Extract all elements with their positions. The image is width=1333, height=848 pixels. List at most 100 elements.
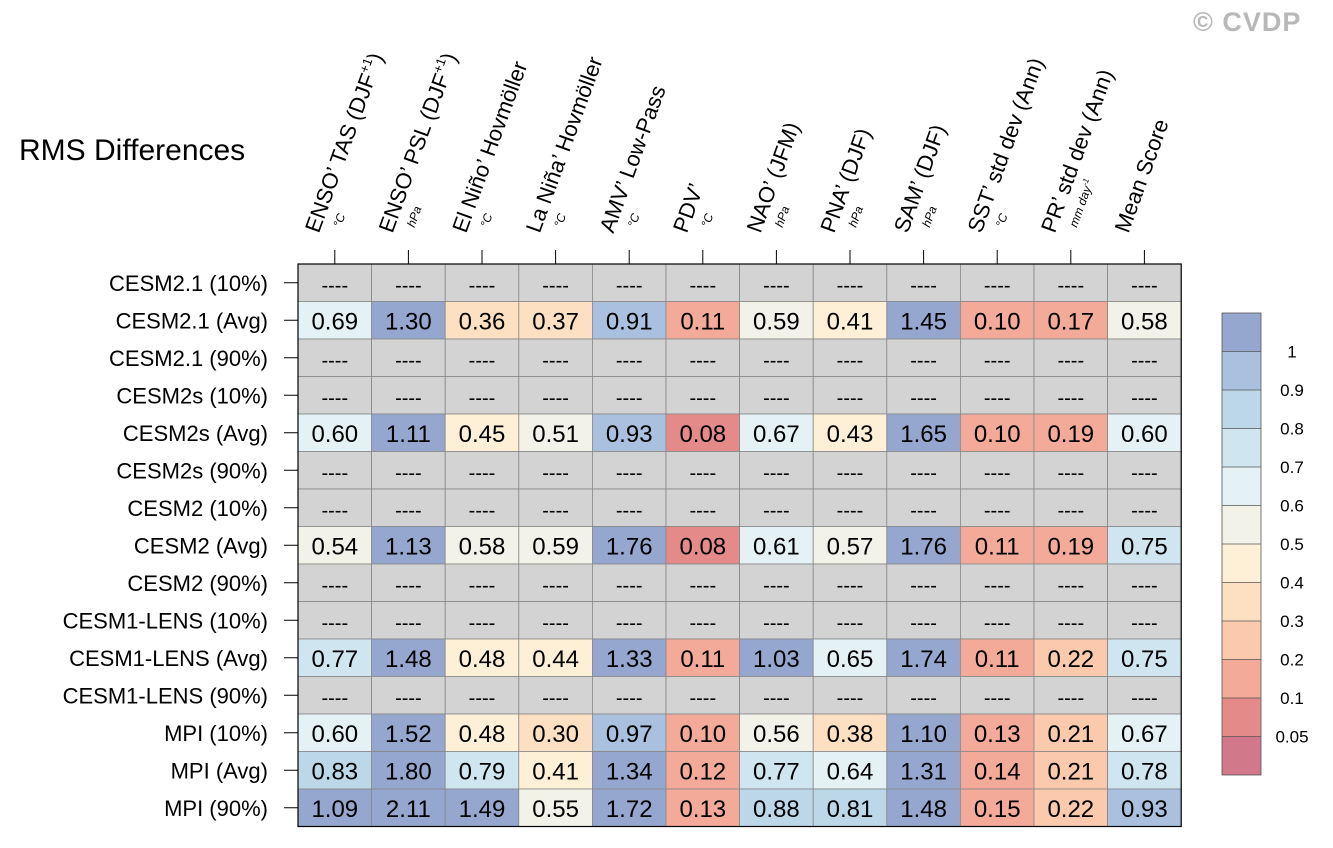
legend-swatch bbox=[1222, 467, 1261, 506]
cell-value: 0.51 bbox=[532, 421, 579, 448]
cell-value: ---- bbox=[395, 275, 422, 297]
cell-value: ---- bbox=[321, 575, 348, 597]
cell-value: 1.30 bbox=[385, 308, 432, 335]
heatmap-cell bbox=[1107, 451, 1182, 490]
legend-swatch bbox=[1222, 313, 1261, 352]
heatmap-cell bbox=[592, 788, 667, 827]
heatmap-cell bbox=[960, 638, 1035, 677]
heatmap-cell bbox=[886, 488, 961, 527]
legend-swatch bbox=[1222, 698, 1261, 737]
heatmap-cell bbox=[518, 526, 593, 565]
column-label: SAM’ (DJF) bbox=[889, 121, 951, 236]
legend-label: 0.8 bbox=[1280, 420, 1304, 439]
heatmap-cell bbox=[1107, 338, 1182, 377]
cell-value: 0.11 bbox=[680, 646, 725, 673]
cell-value: 0.65 bbox=[827, 646, 874, 673]
cell-value: 1.31 bbox=[900, 758, 947, 785]
cell-value: 0.14 bbox=[974, 758, 1021, 785]
heatmap-cell bbox=[960, 413, 1035, 452]
heatmap-cell bbox=[444, 713, 520, 752]
heatmap-cell bbox=[371, 451, 446, 490]
cell-value: 0.10 bbox=[974, 308, 1021, 335]
cell-value: 0.88 bbox=[753, 796, 800, 823]
cell-value: ---- bbox=[689, 500, 716, 522]
cell-value: 0.41 bbox=[532, 758, 579, 785]
cell-value: ---- bbox=[616, 462, 643, 484]
legend-swatch bbox=[1222, 428, 1261, 467]
heatmap-cell bbox=[592, 301, 667, 340]
cell-value: ---- bbox=[469, 500, 496, 522]
row-label: CESM2 (90%) bbox=[127, 571, 268, 596]
column-unit: hPa bbox=[846, 204, 867, 229]
cell-value: 0.21 bbox=[1047, 721, 1094, 748]
cell-value: ---- bbox=[689, 575, 716, 597]
cell-value: ---- bbox=[321, 462, 348, 484]
legend-label: 0.9 bbox=[1280, 381, 1304, 400]
heatmap-cell bbox=[665, 451, 740, 490]
heatmap-cell bbox=[886, 751, 961, 790]
heatmap-cell bbox=[739, 638, 814, 677]
legend-label: 0.6 bbox=[1280, 497, 1304, 516]
cell-value: 0.54 bbox=[311, 533, 358, 560]
heatmap-cell bbox=[1033, 376, 1108, 415]
row-label: CESM2 (10%) bbox=[127, 496, 268, 521]
heatmap-cell bbox=[739, 788, 814, 827]
heatmap-cell bbox=[592, 413, 667, 452]
heatmap-cell bbox=[518, 601, 593, 640]
heatmap-cell bbox=[739, 601, 814, 640]
cell-value: ---- bbox=[321, 500, 348, 522]
cell-value: ---- bbox=[837, 687, 864, 709]
heatmap-cell bbox=[886, 638, 961, 677]
row-label: CESM2.1 (Avg) bbox=[116, 308, 268, 333]
row-label: CESM1-LENS (10%) bbox=[63, 608, 268, 633]
cell-value: 0.67 bbox=[1121, 721, 1168, 748]
heatmap-cell bbox=[444, 751, 520, 790]
column-unit: °C bbox=[698, 211, 716, 229]
cell-value: 1.11 bbox=[386, 421, 431, 448]
legend-label: 0.1 bbox=[1280, 689, 1304, 708]
heatmap-cell bbox=[739, 413, 814, 452]
cell-value: ---- bbox=[910, 275, 937, 297]
heatmap-cell bbox=[886, 713, 961, 752]
cell-value: 0.57 bbox=[827, 533, 874, 560]
cell-value: 0.77 bbox=[753, 758, 800, 785]
column-label: NAO’ (JFM) bbox=[742, 119, 805, 236]
heatmap-cell bbox=[1107, 713, 1182, 752]
cell-value: ---- bbox=[689, 462, 716, 484]
cell-value: 0.22 bbox=[1047, 796, 1094, 823]
cell-value: ---- bbox=[763, 387, 790, 409]
heatmap-cell bbox=[812, 601, 888, 640]
heatmap-cell bbox=[371, 713, 446, 752]
cell-value: ---- bbox=[1131, 350, 1158, 372]
cell-value: ---- bbox=[1057, 387, 1084, 409]
heatmap-cell bbox=[297, 751, 372, 790]
heatmap-cell bbox=[518, 451, 593, 490]
heatmap-cell bbox=[665, 301, 740, 340]
column-unit: hPa bbox=[919, 204, 940, 229]
row-label: CESM1-LENS (90%) bbox=[63, 683, 268, 708]
cell-value: ---- bbox=[763, 500, 790, 522]
heatmap-cell bbox=[518, 376, 593, 415]
cell-value: ---- bbox=[1131, 687, 1158, 709]
cell-value: 0.11 bbox=[680, 308, 725, 335]
column-unit: °C bbox=[625, 211, 643, 229]
heatmap-cell bbox=[812, 788, 888, 827]
cell-value: ---- bbox=[837, 575, 864, 597]
cell-value: ---- bbox=[395, 500, 422, 522]
cell-value: 0.69 bbox=[311, 308, 358, 335]
column-unit: °C bbox=[993, 211, 1011, 229]
row-label: CESM2s (10%) bbox=[116, 383, 268, 408]
cell-value: 0.41 bbox=[827, 308, 874, 335]
cell-value: 0.93 bbox=[1121, 796, 1168, 823]
cell-value: 0.58 bbox=[459, 533, 506, 560]
legend-swatch bbox=[1222, 582, 1261, 621]
cell-value: 0.13 bbox=[679, 796, 726, 823]
heatmap-cell bbox=[960, 713, 1035, 752]
heatmap-cell bbox=[371, 526, 446, 565]
heatmap-cell bbox=[592, 638, 667, 677]
heatmap-cell bbox=[592, 713, 667, 752]
cell-value: ---- bbox=[984, 687, 1011, 709]
cell-value: ---- bbox=[395, 612, 422, 634]
heatmap-cell bbox=[592, 376, 667, 415]
column-label: AMV’ Low-Pass bbox=[594, 82, 670, 236]
